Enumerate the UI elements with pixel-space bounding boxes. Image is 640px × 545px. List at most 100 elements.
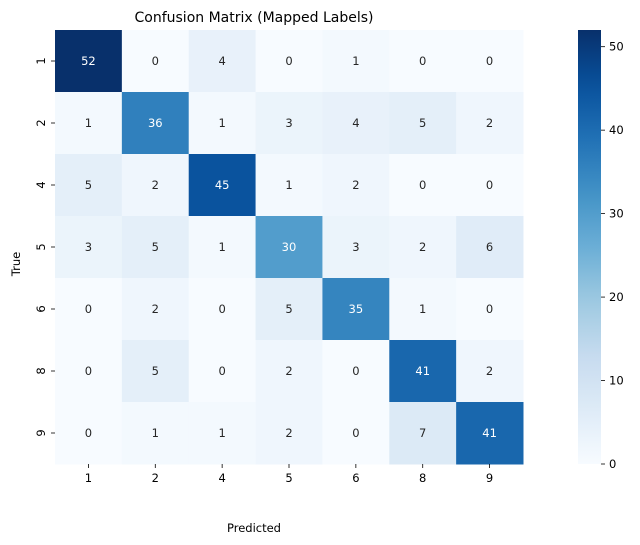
heatmap-cell: [456, 402, 524, 465]
y-axis-label: True: [9, 252, 23, 277]
cell-value-label: 35: [349, 302, 364, 316]
cell-value-label: 0: [85, 302, 92, 316]
cell-value-label: 0: [419, 54, 426, 68]
y-tick-label: 6: [34, 305, 48, 312]
y-tick-label: 4: [34, 181, 48, 188]
heatmap-cell: [121, 92, 190, 155]
cell-value-label: 0: [285, 54, 292, 68]
y-axis-ticks: 1 2 4 5 6 8 9: [34, 57, 55, 437]
heatmap-cell: [322, 340, 390, 403]
heatmap-cell: [188, 402, 257, 465]
heatmap-cell: [456, 340, 524, 403]
heatmap-cell: [121, 340, 190, 403]
heatmap-cell: [55, 92, 123, 155]
cell-value-label: 3: [285, 116, 292, 130]
cell-value-label: 0: [85, 426, 92, 440]
heatmap-cell: [55, 30, 123, 93]
x-tick-label: 5: [285, 471, 292, 485]
cell-value-label: 5: [285, 302, 292, 316]
heatmap-cell: [389, 340, 457, 403]
cell-value-label: 0: [152, 54, 159, 68]
heatmap-cell: [255, 92, 323, 155]
heatmap-cell: [322, 154, 390, 217]
heatmap-cell: [456, 30, 524, 93]
heatmap-cell: [188, 340, 257, 403]
heatmap-cell-labels: 52 0 4 0 1 0 01 36 1 3 4 5 25 2 45 1 2 0 03 5 1 30 3 2 60 2 0 5 35 1 0…: [81, 54, 497, 440]
cell-value-label: 1: [218, 426, 225, 440]
heatmap-cell: [55, 154, 123, 217]
y-tick-label: 1: [34, 57, 48, 64]
heatmap-cell: [255, 402, 323, 465]
heatmap-cell: [55, 340, 123, 403]
cell-value-label: 1: [85, 116, 92, 130]
cell-value-label: 3: [85, 240, 92, 254]
cell-value-label: 0: [218, 302, 225, 316]
cell-value-label: 0: [352, 426, 359, 440]
heatmap-cell: [322, 402, 390, 465]
x-tick-label: 2: [152, 471, 159, 485]
heatmap-cell: [456, 92, 524, 155]
cell-value-label: 0: [419, 178, 426, 192]
cell-value-label: 5: [85, 178, 92, 192]
heatmap-cell: [188, 92, 257, 155]
y-tick-label: 5: [34, 243, 48, 250]
heatmap-cell: [389, 216, 457, 279]
cell-value-label: 1: [218, 116, 225, 130]
heatmap-cell: [121, 402, 190, 465]
cell-value-label: 2: [352, 178, 359, 192]
colorbar-gradient: [578, 30, 601, 464]
x-tick-label: 1: [85, 471, 92, 485]
cell-value-label: 0: [486, 178, 493, 192]
x-tick-label: 4: [218, 471, 225, 485]
heatmap-cell: [121, 278, 190, 341]
cell-value-label: 1: [419, 302, 426, 316]
x-axis-ticks: 1 2 4 5 6 8 9: [85, 464, 493, 485]
heatmap-cell: [255, 340, 323, 403]
cell-value-label: 0: [486, 54, 493, 68]
cell-value-label: 2: [486, 364, 493, 378]
heatmap-cell: [322, 216, 390, 279]
cell-value-label: 4: [218, 54, 225, 68]
heatmap-cell: [456, 154, 524, 217]
heatmap-cells: [55, 30, 524, 465]
cell-value-label: 2: [419, 240, 426, 254]
cell-value-label: 5: [152, 240, 159, 254]
heatmap-cell: [322, 30, 390, 93]
heatmap-cell: [121, 216, 190, 279]
colorbar-tick-label: 50: [609, 40, 624, 54]
x-tick-label: 9: [486, 471, 493, 485]
colorbar: 0 10 20 30 40 50: [578, 30, 624, 471]
cell-value-label: 5: [419, 116, 426, 130]
heatmap-cell: [389, 92, 457, 155]
cell-value-label: 2: [486, 116, 493, 130]
heatmap-cell: [121, 154, 190, 217]
cell-value-label: 1: [152, 426, 159, 440]
heatmap-cell: [55, 278, 123, 341]
heatmap-cell: [322, 278, 390, 341]
cell-value-label: 1: [352, 54, 359, 68]
heatmap-cell: [255, 154, 323, 217]
heatmap-cell: [188, 30, 257, 93]
cell-value-label: 0: [486, 302, 493, 316]
cell-value-label: 7: [419, 426, 426, 440]
colorbar-tick-label: 0: [609, 457, 616, 471]
heatmap-cell: [55, 216, 123, 279]
colorbar-tick-label: 10: [609, 374, 624, 388]
heatmap-cell: [255, 216, 323, 279]
cell-value-label: 36: [148, 116, 163, 130]
heatmap-cell: [456, 278, 524, 341]
heatmap-cell: [389, 402, 457, 465]
cell-value-label: 41: [482, 426, 497, 440]
colorbar-tick-label: 40: [609, 123, 624, 137]
cell-value-label: 2: [152, 302, 159, 316]
y-tick-label: 9: [34, 429, 48, 436]
heatmap-cell: [389, 278, 457, 341]
cell-value-label: 2: [285, 426, 292, 440]
heatmap-cell: [255, 30, 323, 93]
colorbar-tick-label: 30: [609, 207, 624, 221]
heatmap-cell: [456, 216, 524, 279]
cell-value-label: 52: [81, 54, 96, 68]
cell-value-label: 4: [352, 116, 359, 130]
y-tick-label: 8: [34, 367, 48, 374]
